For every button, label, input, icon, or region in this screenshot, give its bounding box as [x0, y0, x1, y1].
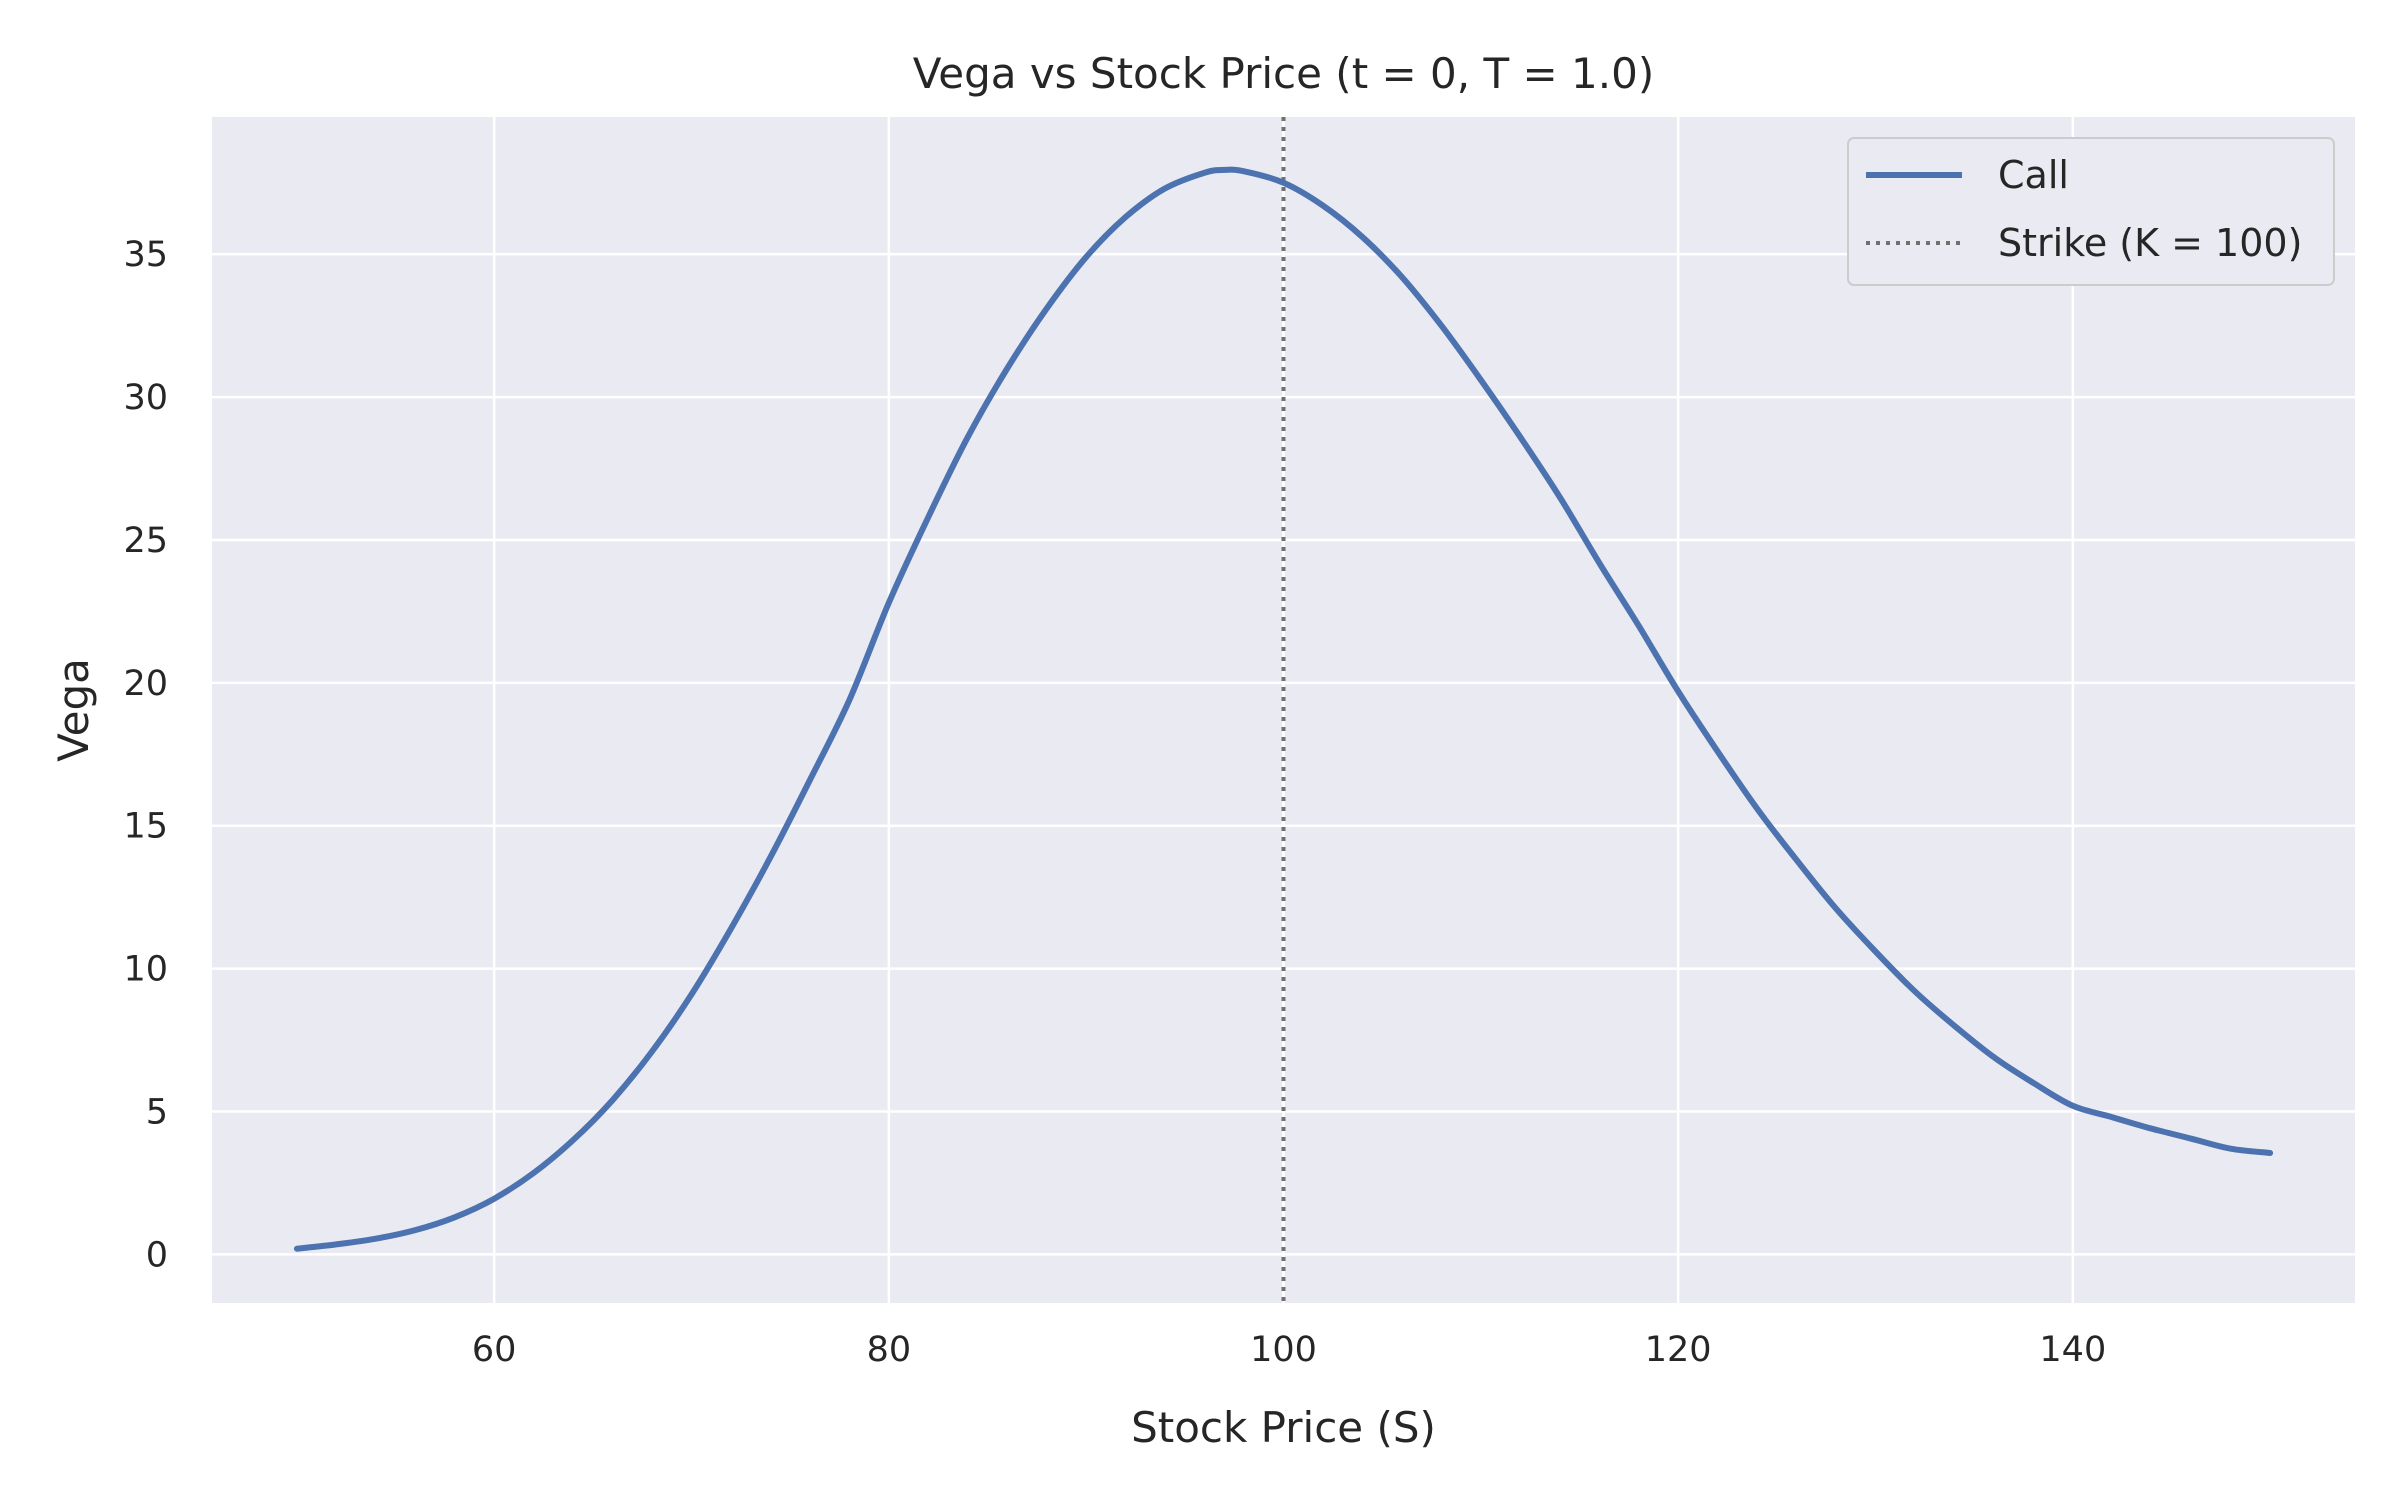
- y-tick-label: 0: [146, 1235, 168, 1275]
- call-vega-line: [293, 166, 2274, 1252]
- chart-title: Vega vs Stock Price (t = 0, T = 1.0): [913, 49, 1654, 98]
- y-tick-label: 35: [123, 235, 168, 275]
- x-tick-label: 120: [1645, 1330, 1712, 1370]
- y-tick-label: 30: [123, 378, 168, 418]
- x-tick-label: 100: [1250, 1330, 1317, 1370]
- tick-labels: 60 80 100 120 140 0 5 10 15 20 25 30 35: [123, 235, 2106, 1370]
- y-tick-label: 20: [123, 664, 168, 704]
- y-tick-label: 10: [123, 950, 168, 990]
- series-layer: [293, 117, 2274, 1303]
- legend-box: [1847, 137, 2335, 286]
- y-axis-title: Vega: [49, 658, 98, 762]
- x-tick-label: 60: [472, 1330, 517, 1370]
- x-tick-label: 140: [2039, 1330, 2106, 1370]
- x-axis-title: Stock Price (S): [1131, 1403, 1436, 1452]
- y-tick-label: 15: [123, 807, 168, 847]
- y-tick-label: 25: [123, 521, 168, 561]
- legend-strike-label: Strike (K = 100): [1998, 221, 2302, 265]
- y-tick-label: 5: [146, 1093, 168, 1133]
- x-tick-label: 80: [867, 1330, 912, 1370]
- legend: Call Strike (K = 100): [1847, 137, 2335, 286]
- legend-call-label: Call: [1998, 153, 2069, 197]
